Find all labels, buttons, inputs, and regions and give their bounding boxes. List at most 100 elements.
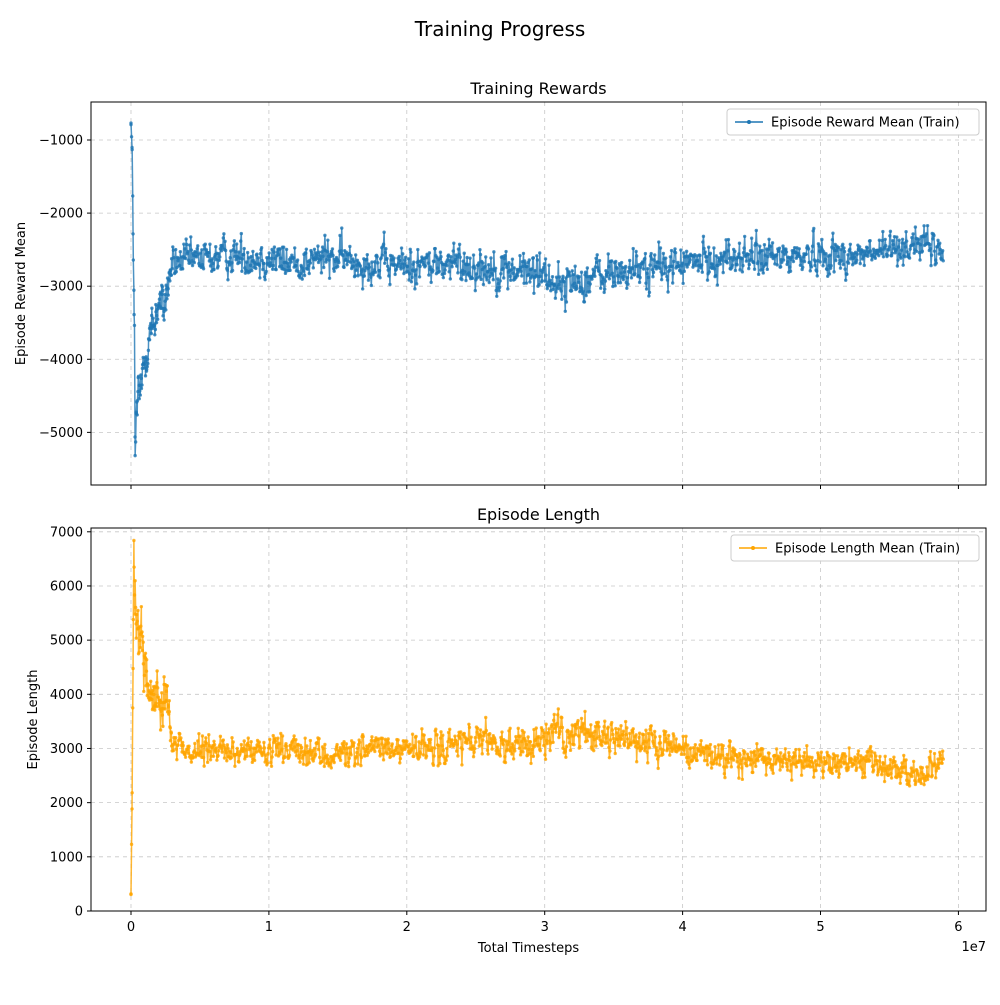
data-point-reward <box>395 264 400 269</box>
data-point-reward <box>544 273 548 277</box>
data-point-reward <box>279 256 283 260</box>
data-point-length <box>493 740 498 745</box>
data-point-length <box>551 740 555 745</box>
data-point-reward <box>622 274 626 279</box>
data-point-length <box>721 744 725 748</box>
data-point-reward <box>132 288 136 292</box>
data-point-reward <box>146 361 150 366</box>
data-point-length <box>386 737 390 741</box>
data-point-length <box>545 738 549 743</box>
data-point-length <box>341 751 345 755</box>
data-point-length <box>460 763 464 767</box>
data-point-reward <box>320 245 325 249</box>
data-point-reward <box>204 248 209 252</box>
data-point-length <box>880 769 884 773</box>
data-point-reward <box>149 321 153 326</box>
data-point-length <box>359 763 363 768</box>
data-point-reward <box>801 265 805 270</box>
data-point-length <box>832 756 836 761</box>
data-point-reward <box>585 266 590 270</box>
data-point-reward <box>545 286 549 291</box>
data-point-reward <box>707 270 711 274</box>
data-point-reward <box>723 251 727 255</box>
data-point-reward <box>162 318 166 322</box>
data-point-length <box>798 754 802 758</box>
data-point-length <box>309 753 313 757</box>
data-point-reward <box>240 269 244 273</box>
data-point-reward <box>764 261 768 266</box>
data-point-length <box>479 734 483 738</box>
data-point-length <box>288 743 293 747</box>
data-point-length <box>134 636 138 640</box>
data-point-reward <box>192 260 196 265</box>
data-point-reward <box>255 252 259 256</box>
data-point-reward <box>810 250 814 254</box>
data-point-length <box>783 747 788 751</box>
data-point-reward <box>146 348 151 353</box>
data-point-length <box>355 746 360 750</box>
data-point-length <box>665 747 670 751</box>
data-point-reward <box>755 242 759 247</box>
data-point-reward <box>785 262 789 267</box>
data-point-length <box>509 749 513 753</box>
y-tick-label-length: 3000 <box>50 742 83 757</box>
data-point-reward <box>524 281 529 285</box>
data-point-reward <box>260 258 264 263</box>
data-point-reward <box>841 262 846 267</box>
data-point-reward <box>823 260 827 264</box>
data-point-reward <box>813 263 817 268</box>
data-point-reward <box>379 256 383 260</box>
data-point-reward <box>226 278 230 282</box>
data-point-length <box>163 707 167 711</box>
data-point-length <box>200 734 205 738</box>
data-point-length <box>166 705 170 709</box>
data-point-reward <box>852 255 857 259</box>
data-point-length <box>600 729 605 734</box>
data-point-length <box>756 758 760 763</box>
data-point-length <box>218 734 223 739</box>
data-point-length <box>669 740 673 744</box>
data-point-length <box>438 761 442 766</box>
data-point-reward <box>925 223 930 228</box>
data-point-length <box>825 750 829 755</box>
data-point-length <box>938 753 943 757</box>
data-point-reward <box>741 251 746 255</box>
data-point-reward <box>432 259 436 264</box>
data-point-reward <box>862 263 866 268</box>
data-point-length <box>643 745 648 749</box>
data-point-length <box>655 757 660 761</box>
data-point-length <box>902 753 906 758</box>
data-point-length <box>342 746 347 751</box>
data-point-reward <box>509 278 513 282</box>
data-point-reward <box>528 280 532 284</box>
data-point-length <box>601 732 606 737</box>
data-point-reward <box>684 249 689 254</box>
data-point-reward <box>338 233 342 238</box>
data-point-length <box>268 746 273 750</box>
data-point-reward <box>503 253 507 258</box>
data-point-length <box>837 772 842 776</box>
data-point-length <box>662 732 667 737</box>
data-point-reward <box>186 258 191 262</box>
data-point-reward <box>367 265 372 269</box>
data-point-length <box>542 731 547 735</box>
data-point-length <box>646 731 651 736</box>
data-point-length <box>837 775 841 779</box>
data-point-length <box>658 734 662 739</box>
data-point-reward <box>499 272 503 276</box>
data-point-reward <box>256 256 260 260</box>
data-point-length <box>574 726 579 730</box>
data-point-reward <box>154 320 159 325</box>
data-point-reward <box>747 262 752 267</box>
data-point-reward <box>523 261 527 266</box>
data-point-length <box>322 764 327 769</box>
data-point-reward <box>237 260 242 265</box>
data-point-length <box>368 742 372 746</box>
data-point-length <box>136 608 140 613</box>
data-point-length <box>863 775 867 779</box>
data-point-length <box>467 722 471 727</box>
data-point-reward <box>267 251 271 255</box>
data-point-reward <box>521 264 525 269</box>
data-point-length <box>139 604 144 609</box>
data-point-reward <box>358 264 363 268</box>
